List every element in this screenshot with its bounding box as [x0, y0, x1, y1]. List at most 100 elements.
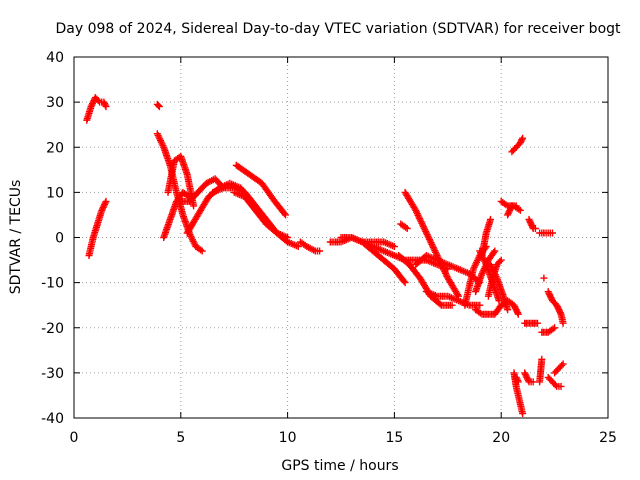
data-point — [402, 223, 410, 231]
data-point — [504, 306, 512, 314]
data-point — [429, 244, 437, 251]
y-tick-label: 30 — [46, 95, 64, 111]
x-axis-label: GPS time / hours — [281, 458, 398, 474]
data-point — [497, 256, 505, 264]
data-point — [489, 266, 497, 274]
y-tick-label: -40 — [41, 411, 64, 427]
data-point — [401, 279, 409, 287]
data-point — [549, 229, 556, 237]
data-point — [448, 301, 456, 309]
data-point — [423, 231, 431, 239]
series-arc-11 — [232, 161, 289, 219]
data-point — [94, 97, 102, 105]
data-point — [197, 246, 205, 254]
axis-ticks: 0 5 10 15 20 25 -40 -30 -20 -10 0 10 20 30 40 — [41, 50, 617, 446]
data-point — [432, 248, 440, 256]
data-point — [421, 226, 429, 234]
data-point — [531, 225, 539, 232]
series-arc-6 — [164, 152, 198, 210]
series-arc-38 — [540, 229, 556, 237]
series-arc-39 — [538, 324, 559, 336]
data-point — [514, 310, 522, 318]
data-point — [534, 319, 541, 327]
series-arc-2 — [83, 94, 110, 124]
data-point — [519, 134, 527, 142]
data-point — [516, 206, 524, 214]
series-arc-10 — [230, 188, 302, 250]
series-arc-21 — [461, 243, 490, 309]
data-point — [417, 218, 425, 226]
y-tick-label: 20 — [46, 140, 64, 156]
data-point — [427, 239, 435, 247]
series-arc-7 — [177, 175, 227, 205]
series-arc-36 — [525, 215, 539, 232]
y-tick-label: 10 — [46, 185, 64, 201]
data-point — [518, 136, 526, 144]
series-arc-40 — [536, 355, 546, 386]
data-point — [502, 201, 510, 209]
series-arc-1 — [85, 197, 110, 259]
chart-title: Day 098 of 2024, Sidereal Day-to-day VTE… — [55, 21, 621, 37]
data-point — [512, 202, 520, 210]
series-arc-24 — [478, 215, 494, 259]
series-arc-28 — [497, 297, 522, 318]
data-point — [282, 211, 289, 219]
data-point — [413, 208, 420, 216]
series-arc-15 — [358, 238, 409, 287]
data-point — [491, 247, 499, 255]
series-arc-34 — [521, 369, 537, 386]
data-point — [415, 213, 423, 221]
data-point — [280, 210, 288, 218]
data-point — [549, 325, 557, 333]
x-tick-label: 5 — [176, 430, 185, 446]
data-point — [403, 225, 411, 232]
data-point — [514, 378, 522, 386]
data-points — [83, 94, 567, 417]
data-point — [190, 202, 198, 210]
series-arc-30 — [504, 202, 520, 219]
y-tick-label: -20 — [41, 321, 64, 337]
series-arc-32 — [510, 369, 527, 417]
series-arc-3 — [153, 100, 163, 111]
data-point — [540, 274, 548, 282]
y-tick-label: -10 — [41, 276, 64, 292]
x-tick-label: 0 — [70, 430, 79, 446]
data-point — [419, 221, 427, 229]
y-tick-label: 40 — [46, 50, 64, 66]
series-arc-41 — [540, 274, 548, 282]
data-point — [476, 301, 484, 309]
data-point — [519, 410, 527, 417]
data-point — [538, 355, 546, 363]
data-point — [551, 381, 559, 389]
data-point — [529, 378, 537, 386]
series-arc-31 — [508, 134, 527, 156]
data-point — [441, 268, 449, 276]
data-point — [490, 249, 498, 256]
data-point — [411, 205, 419, 213]
data-point — [390, 243, 398, 250]
x-tick-label: 15 — [385, 430, 403, 446]
data-point — [496, 258, 504, 266]
data-point — [551, 324, 559, 332]
x-tick-label: 10 — [279, 430, 297, 446]
series-arc-35 — [521, 319, 541, 327]
series-arc-42 — [544, 373, 565, 390]
data-point — [155, 103, 163, 111]
data-point — [436, 300, 444, 308]
data-point — [425, 234, 433, 242]
data-point — [487, 215, 494, 223]
data-point — [558, 361, 566, 369]
data-point — [422, 229, 430, 237]
data-point — [400, 277, 408, 285]
data-point — [414, 211, 422, 219]
data-point — [429, 242, 436, 250]
y-axis-label: SDTVAR / TECUs — [8, 180, 24, 295]
data-point — [426, 235, 433, 243]
series-arc-33 — [512, 373, 522, 386]
data-point — [431, 247, 439, 255]
data-point — [102, 103, 110, 111]
series-arc-43 — [551, 360, 567, 377]
data-point — [316, 247, 324, 255]
data-point — [476, 309, 484, 317]
